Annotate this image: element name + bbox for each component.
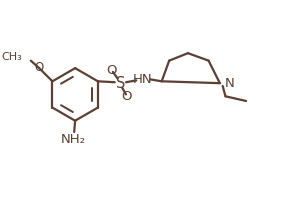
Text: N: N <box>225 77 234 90</box>
Text: HN: HN <box>133 73 153 86</box>
Text: O: O <box>35 61 44 74</box>
Text: S: S <box>116 76 125 91</box>
Text: O: O <box>122 90 132 103</box>
Text: CH₃: CH₃ <box>1 52 22 62</box>
Text: NH₂: NH₂ <box>61 133 86 146</box>
Text: O: O <box>107 64 117 77</box>
